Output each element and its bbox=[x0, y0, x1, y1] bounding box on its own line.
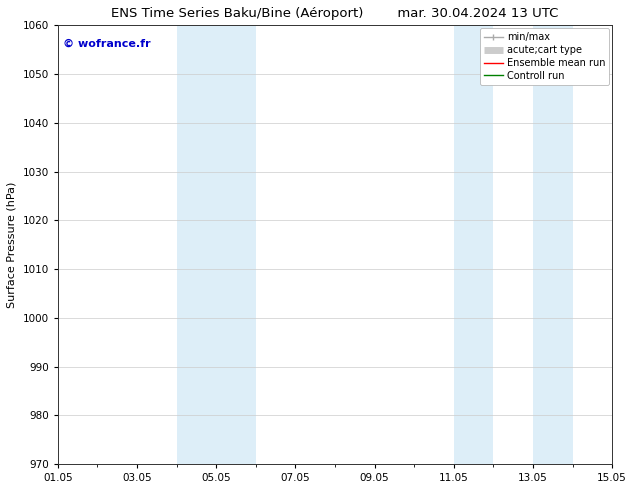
Y-axis label: Surface Pressure (hPa): Surface Pressure (hPa) bbox=[7, 181, 17, 308]
Text: © wofrance.fr: © wofrance.fr bbox=[63, 38, 151, 49]
Bar bbox=[454, 25, 493, 464]
Bar bbox=[533, 25, 573, 464]
Legend: min/max, acute;cart type, Ensemble mean run, Controll run: min/max, acute;cart type, Ensemble mean … bbox=[480, 28, 609, 85]
Title: ENS Time Series Baku/Bine (Aéroport)        mar. 30.04.2024 13 UTC: ENS Time Series Baku/Bine (Aéroport) mar… bbox=[112, 7, 559, 20]
Bar bbox=[177, 25, 216, 464]
Bar bbox=[216, 25, 256, 464]
